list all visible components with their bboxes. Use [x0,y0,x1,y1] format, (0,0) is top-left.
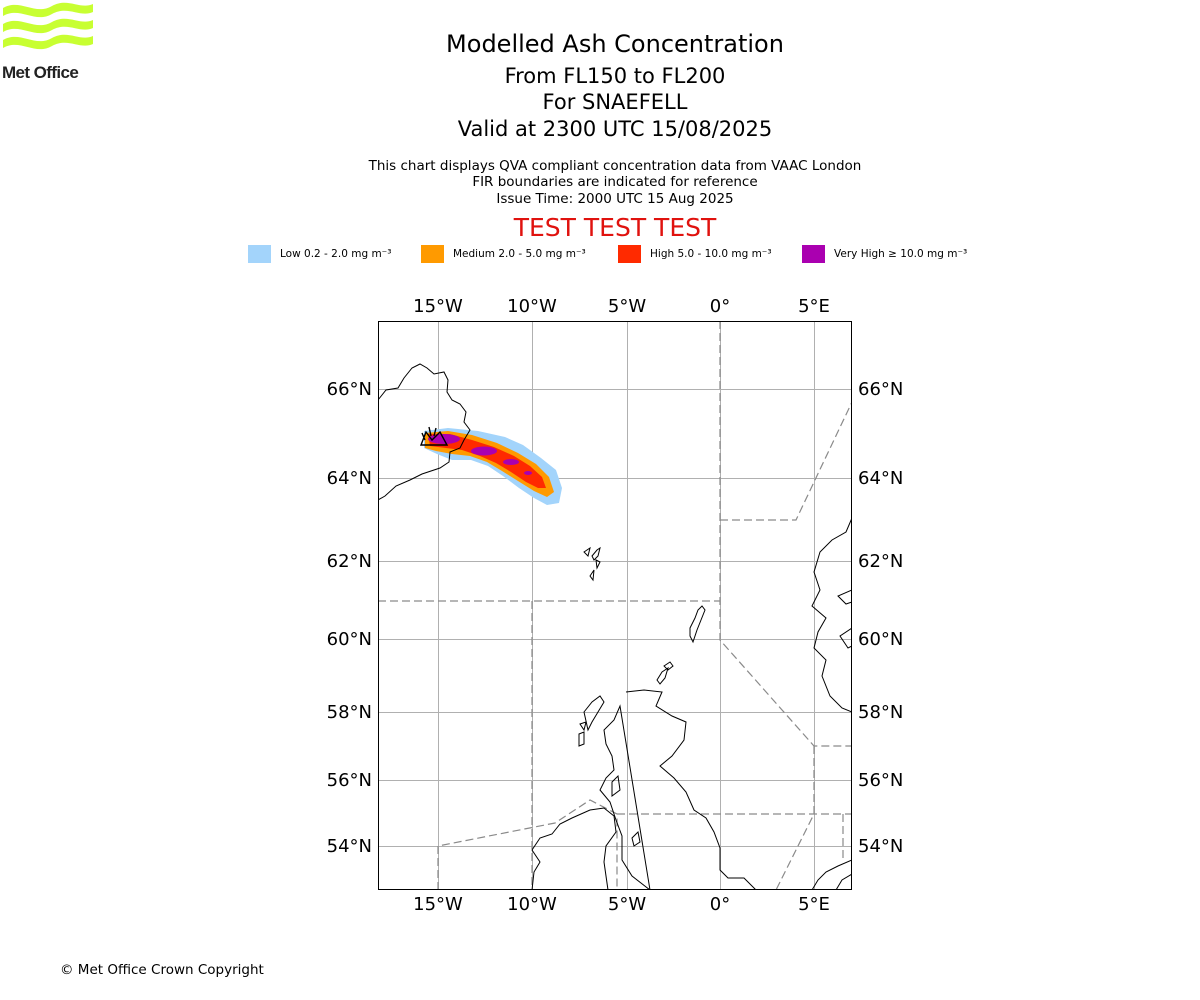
denmark-coast [811,859,852,890]
copyright-notice: © Met Office Crown Copyright [60,962,264,978]
lat-tick-left-60n: 60°N [327,629,372,650]
legend-item-low: Low 0.2 - 2.0 mg m⁻³ [248,244,391,264]
met-office-waves-icon [3,2,93,50]
map-frame [378,321,852,890]
lat-tick-right-58n: 58°N [858,702,903,723]
flight-level-range: From FL150 to FL200 [504,64,726,88]
small-isles-coast [611,774,641,847]
iceland-coast [378,363,471,501]
lon-tick-top-0: 0° [710,296,730,317]
legend-item-very-high: Very High ≥ 10.0 mg m⁻³ [802,244,967,264]
legend-label-low: Low 0.2 - 2.0 mg m⁻³ [280,248,392,260]
ash-very-high-core-4 [524,471,532,475]
fir-line-east [719,321,852,747]
lat-tick-left-62n: 62°N [327,551,372,572]
lat-tick-left-56n: 56°N [327,770,372,791]
legend-swatch-low [248,245,271,263]
lon-tick-bottom-5w: 5°W [608,894,646,915]
lat-tick-right-56n: 56°N [858,770,903,791]
lon-tick-bottom-15w: 15°W [413,894,463,915]
ash-plume [424,428,562,505]
ash-very-high-core-2 [471,446,497,456]
lon-tick-top-5w: 5°W [608,296,646,317]
lat-tick-left-54n: 54°N [327,836,372,857]
hebrides-coast [578,695,605,747]
logo-text: Met Office [2,63,79,82]
legend-label-medium: Medium 2.0 - 5.0 mg m⁻³ [453,248,586,260]
map-content [378,321,852,890]
legend-swatch-medium [421,245,444,263]
ash-high [428,434,546,488]
legend-item-high: High 5.0 - 10.0 mg m⁻³ [618,244,772,264]
lat-tick-right-64n: 64°N [858,468,903,489]
fir-boundaries [378,321,852,890]
lon-tick-bottom-0: 0° [710,894,730,915]
lon-tick-bottom-10w: 10°W [507,894,557,915]
volcano-icon [419,426,449,446]
lat-tick-left-58n: 58°N [327,702,372,723]
ireland-coast [531,807,617,890]
lat-tick-right-62n: 62°N [858,551,903,572]
valid-time: Valid at 2300 UTC 15/08/2025 [457,117,773,141]
lat-tick-right-54n: 54°N [858,836,903,857]
legend-label-high: High 5.0 - 10.0 mg m⁻³ [650,248,772,260]
ash-very-high-core-3 [503,459,519,465]
lat-tick-left-64n: 64°N [327,468,372,489]
lon-tick-top-15w: 15°W [413,296,463,317]
chart-title: Modelled Ash Concentration [446,30,784,58]
legend-label-very-high: Very High ≥ 10.0 mg m⁻³ [834,248,968,260]
fir-line-norway [720,401,852,521]
lon-tick-top-5e: 5°E [798,296,830,317]
shetland-coast [689,605,706,644]
coastlines [378,363,852,890]
note-qva: This chart displays QVA compliant concen… [368,158,862,174]
great-britain-coast [599,689,757,890]
norway-coast [811,517,852,713]
lat-tick-left-66n: 66°N [327,379,372,400]
test-banner: TEST TEST TEST [513,213,717,242]
met-office-logo: Met Office [0,0,100,90]
legend-item-medium: Medium 2.0 - 5.0 mg m⁻³ [421,244,586,264]
volcano-name: For SNAEFELL [542,90,688,114]
legend-swatch-high [618,245,641,263]
lon-tick-bottom-5e: 5°E [798,894,830,915]
note-fir: FIR boundaries are indicated for referen… [472,174,758,190]
issue-time: Issue Time: 2000 UTC 15 Aug 2025 [496,191,734,207]
orkney-coast [656,661,674,685]
lat-tick-right-60n: 60°N [858,629,903,650]
gridlines [378,321,852,890]
fir-line-shanwick [437,799,618,890]
lat-tick-right-66n: 66°N [858,379,903,400]
legend-swatch-very-high [802,245,825,263]
fir-line-north-sea [775,746,815,890]
faroe-islands-coast [583,546,601,582]
lon-tick-top-10w: 10°W [507,296,557,317]
